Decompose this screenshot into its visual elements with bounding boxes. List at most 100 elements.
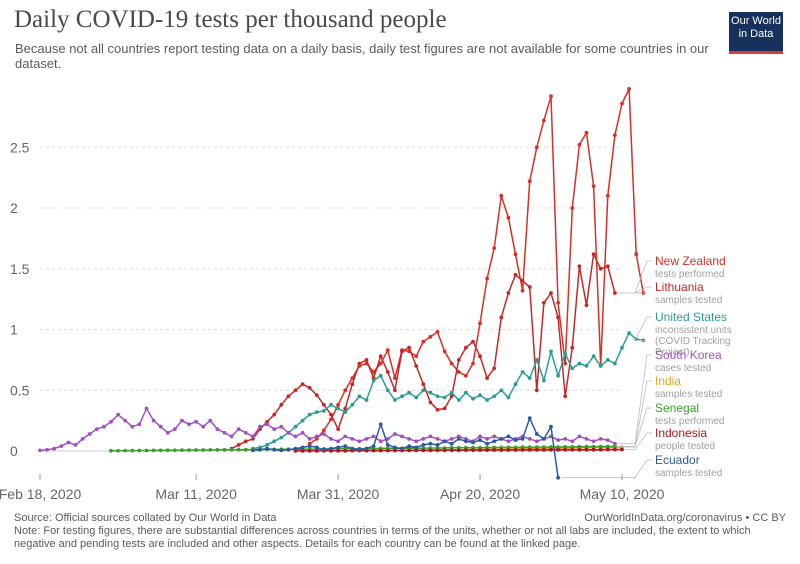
united-states-point — [307, 412, 312, 417]
united-states-point — [499, 388, 504, 393]
south-korea-point — [478, 434, 482, 439]
south-korea-point — [314, 434, 319, 439]
south-korea-point — [400, 434, 404, 439]
ecuador-point — [449, 441, 454, 446]
indonesia-point — [456, 448, 461, 453]
south-korea-point — [307, 437, 312, 441]
south-korea-point — [378, 439, 383, 444]
new-zealand-point — [336, 402, 340, 407]
leader-line — [634, 316, 652, 341]
south-korea-point — [293, 434, 298, 439]
united-states-point — [506, 395, 511, 400]
ecuador-point — [456, 437, 461, 441]
series-united-states[interactable] — [251, 331, 646, 451]
lithuania-point — [456, 358, 461, 362]
new-zealand-point — [343, 388, 348, 393]
south-korea-point — [229, 434, 234, 439]
united-states-point — [393, 398, 397, 402]
senegal-point — [137, 448, 142, 453]
senegal-point — [180, 448, 184, 452]
y-tick-label: 0.5 — [10, 382, 30, 398]
new-zealand-point — [329, 417, 333, 422]
new-zealand-point — [613, 133, 617, 138]
lithuania-point — [449, 394, 454, 399]
indonesia-point — [371, 448, 376, 453]
south-korea-point — [329, 437, 333, 441]
indonesia-point — [527, 448, 532, 452]
indonesia-point — [428, 448, 433, 453]
senegal-point — [527, 445, 532, 450]
indonesia-point — [343, 448, 348, 453]
united-states-point — [293, 424, 298, 429]
source-url[interactable]: OurWorldInData.org/coronavirus • CC BY — [584, 512, 786, 524]
united-states-point — [492, 394, 497, 399]
series-new-zealand[interactable] — [307, 87, 646, 446]
indonesia-point — [506, 448, 511, 452]
south-korea-point — [201, 424, 206, 429]
south-korea-point — [45, 447, 49, 452]
united-states-point — [442, 395, 447, 400]
united-states-point — [300, 418, 305, 423]
leader-line — [561, 459, 652, 479]
series-south-korea[interactable] — [38, 406, 617, 453]
lithuania-point — [329, 412, 333, 417]
united-states-point — [350, 402, 355, 407]
testing-note: Note: For testing figures, there are sub… — [14, 525, 751, 550]
legend-series-name: Lithuania — [655, 280, 704, 294]
south-korea-point — [534, 439, 539, 444]
south-korea-point — [194, 419, 199, 424]
x-tick-label: Apr 20, 2020 — [440, 486, 520, 502]
united-states-point — [598, 364, 603, 368]
indonesia-point — [520, 448, 525, 452]
new-zealand-point — [385, 348, 390, 353]
south-korea-point — [322, 432, 326, 436]
ecuador-point — [350, 446, 355, 451]
new-zealand-point — [506, 215, 511, 220]
south-korea-point — [215, 427, 220, 431]
x-tick-label: Mar 31, 2020 — [297, 486, 380, 502]
united-states-point — [620, 345, 624, 350]
senegal-point — [542, 445, 546, 449]
indonesia-point — [613, 447, 617, 452]
series-ecuador[interactable] — [251, 416, 560, 480]
senegal-point — [201, 448, 206, 452]
ecuador-point — [442, 439, 447, 444]
indonesia-point — [307, 449, 312, 453]
legend-series-desc: inconsistent units — [655, 325, 732, 336]
senegal-point — [165, 448, 170, 453]
south-korea-point — [577, 434, 582, 439]
united-states-point — [456, 398, 461, 402]
south-korea-point — [407, 437, 411, 441]
indonesia-point — [464, 448, 468, 452]
new-zealand-point — [414, 354, 419, 359]
indonesia-point — [314, 449, 319, 453]
united-states-line — [252, 332, 644, 450]
lithuania-point — [542, 300, 546, 305]
indonesia-point — [584, 447, 589, 452]
south-korea-point — [87, 432, 92, 436]
owid-logo[interactable]: Our World in Data — [729, 12, 783, 54]
south-korea-point — [485, 437, 489, 441]
lithuania-point — [499, 315, 504, 320]
series-lithuania[interactable] — [229, 252, 617, 451]
indonesia-point — [471, 448, 475, 452]
senegal-point — [513, 445, 518, 450]
indonesia-point — [534, 448, 539, 452]
senegal-point — [520, 445, 525, 450]
south-korea-point — [243, 430, 248, 435]
leader-line — [634, 260, 652, 294]
united-states-point — [265, 443, 269, 447]
south-korea-point — [286, 430, 291, 435]
new-zealand-point — [449, 361, 454, 366]
legend-series-name: South Korea — [655, 348, 722, 362]
ecuador-point — [265, 446, 269, 451]
south-korea-point — [258, 424, 262, 429]
